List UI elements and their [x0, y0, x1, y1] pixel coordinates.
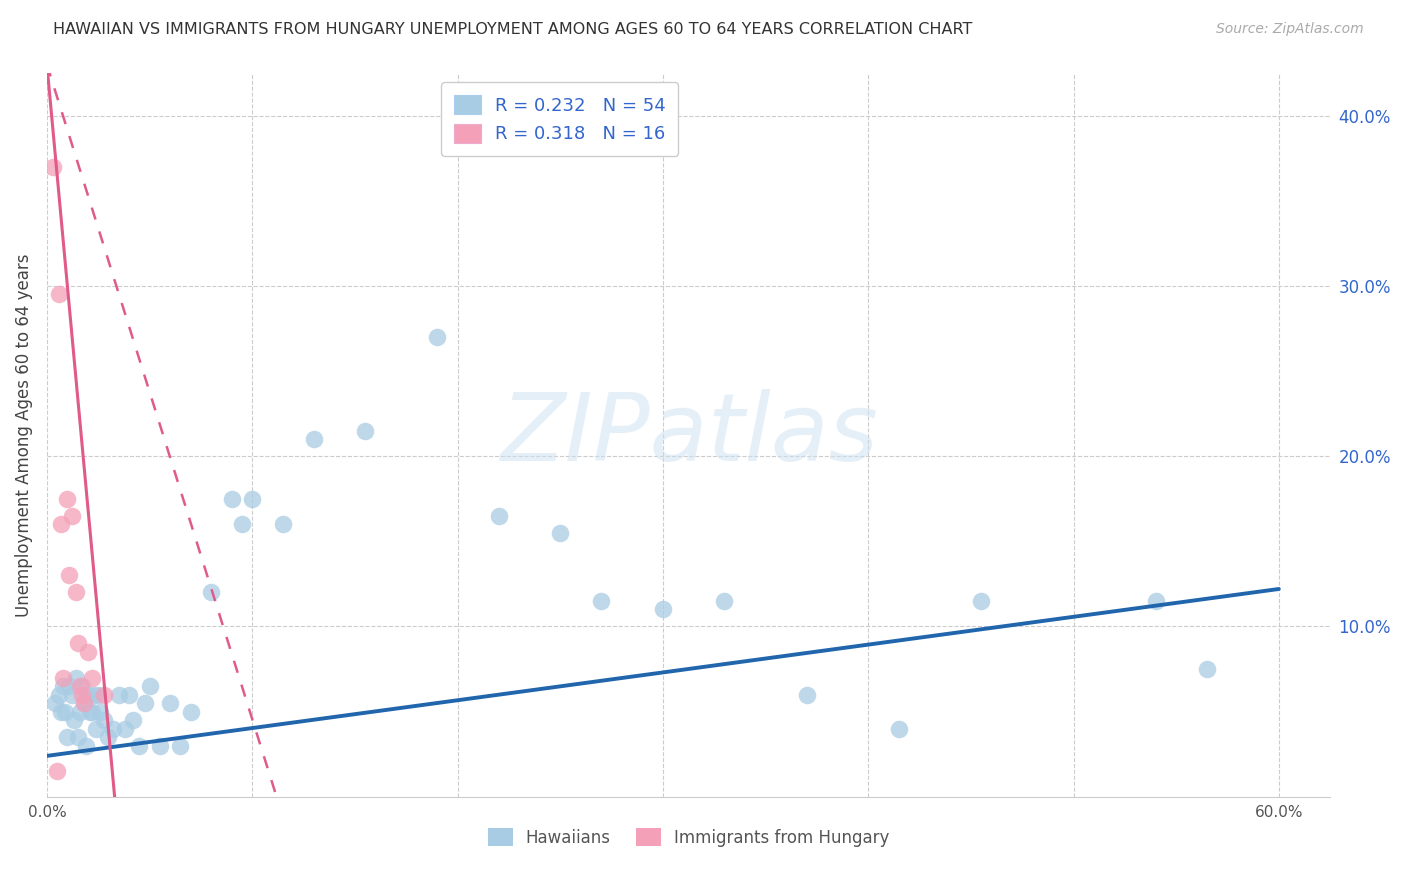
Point [887, 722, 910, 736]
Point [75, 739, 97, 753]
Point [65, 585, 87, 599]
Point [77, 688, 100, 702]
Point [77, 645, 100, 659]
Point [48, 688, 70, 702]
Point [44, 696, 66, 710]
Point [713, 594, 735, 608]
Point [302, 432, 325, 446]
Point [426, 330, 449, 344]
Point [65, 671, 87, 685]
Point [93, 688, 115, 702]
Point [591, 594, 613, 608]
Point [66, 636, 89, 650]
Point [122, 713, 145, 727]
Point [89, 705, 111, 719]
Text: ZIPatlas: ZIPatlas [499, 390, 877, 481]
Point [62, 713, 84, 727]
Point [1144, 594, 1167, 608]
Point [80, 671, 103, 685]
Point [159, 696, 181, 710]
Text: Source: ZipAtlas.com: Source: ZipAtlas.com [1216, 22, 1364, 37]
Point [51, 517, 73, 532]
Point [651, 602, 673, 616]
Point [200, 585, 222, 599]
Point [58, 679, 80, 693]
Point [1195, 662, 1218, 676]
Point [128, 739, 150, 753]
Point [83, 688, 105, 702]
Point [53, 705, 76, 719]
Point [548, 525, 571, 540]
Point [80, 705, 103, 719]
Point [58, 568, 80, 582]
Point [60, 688, 83, 702]
Point [101, 722, 124, 736]
Point [52, 679, 75, 693]
Point [169, 739, 191, 753]
Point [138, 679, 160, 693]
Point [221, 491, 243, 506]
Point [231, 517, 253, 532]
Point [66, 730, 89, 744]
Legend: Hawaiians, Immigrants from Hungary: Hawaiians, Immigrants from Hungary [481, 822, 896, 854]
Point [488, 508, 510, 523]
Point [70, 688, 93, 702]
Point [79, 705, 101, 719]
Point [970, 594, 993, 608]
Point [84, 722, 107, 736]
Point [118, 688, 141, 702]
Point [69, 705, 91, 719]
Text: HAWAIIAN VS IMMIGRANTS FROM HUNGARY UNEMPLOYMENT AMONG AGES 60 TO 64 YEARS CORRE: HAWAIIAN VS IMMIGRANTS FROM HUNGARY UNEM… [53, 22, 973, 37]
Point [97, 730, 120, 744]
Point [51, 705, 73, 719]
Point [42, 160, 65, 174]
Point [69, 679, 91, 693]
Point [60, 508, 83, 523]
Point [354, 424, 377, 438]
Point [149, 739, 172, 753]
Point [114, 722, 136, 736]
Point [73, 696, 96, 710]
Point [52, 671, 75, 685]
Point [180, 705, 202, 719]
Point [70, 679, 93, 693]
Point [46, 764, 69, 779]
Y-axis label: Unemployment Among Ages 60 to 64 years: Unemployment Among Ages 60 to 64 years [15, 253, 32, 616]
Point [56, 491, 79, 506]
Point [87, 688, 110, 702]
Point [796, 688, 818, 702]
Point [56, 730, 79, 744]
Point [271, 517, 294, 532]
Point [48, 287, 70, 301]
Point [134, 696, 156, 710]
Point [240, 491, 263, 506]
Point [93, 713, 115, 727]
Point [107, 688, 129, 702]
Point [73, 696, 96, 710]
